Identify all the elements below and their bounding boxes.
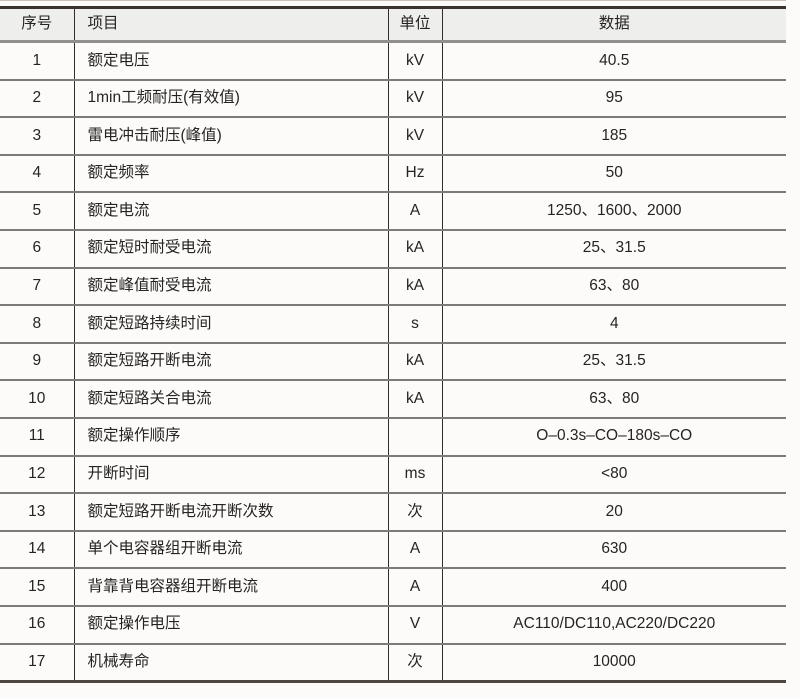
- row-item-cell: 背靠背电容器组开断电流: [74, 568, 389, 607]
- table-row: 4 额定频率 Hz 50: [0, 154, 786, 194]
- row-index-cell: 14: [0, 530, 75, 570]
- row-index-cell: 15: [0, 568, 75, 607]
- table-row: 3 雷电冲击耐压(峰值) kV 185: [0, 117, 786, 156]
- table-row: 12 开断时间 ms <80: [0, 455, 786, 495]
- header-unit: 单位: [388, 6, 443, 43]
- row-index-cell: 16: [0, 605, 75, 645]
- table-row: 7 额定峰值耐受电流 kA 63、80: [0, 267, 786, 307]
- row-item-cell: 单个电容器组开断电流: [74, 530, 389, 570]
- row-index-cell: 5: [0, 192, 75, 231]
- row-item-cell: 额定频率: [74, 154, 389, 194]
- table-row: 17 机械寿命 次 10000: [0, 643, 786, 684]
- row-unit-cell: kA: [388, 380, 443, 419]
- row-item-cell: 开断时间: [74, 455, 389, 495]
- row-index-cell: 4: [0, 154, 75, 194]
- row-index-cell: 12: [0, 455, 75, 495]
- table-body: 1 额定电压 kV 40.5 2 1min工频耐压(有效值) kV 95 3 雷…: [0, 41, 786, 684]
- row-unit-cell: 次: [388, 493, 443, 532]
- row-data-cell: 630: [442, 530, 786, 570]
- header-data: 数据: [442, 6, 786, 43]
- table-row: 13 额定短路开断电流开断次数 次 20: [0, 493, 786, 532]
- row-index-cell: 11: [0, 417, 75, 457]
- row-item-cell: 额定短路开断电流: [74, 342, 389, 382]
- row-index-cell: 10: [0, 380, 75, 419]
- row-unit-cell: kA: [388, 342, 443, 382]
- row-index-cell: 9: [0, 342, 75, 382]
- row-data-cell: 1250、1600、2000: [442, 192, 786, 231]
- row-index-cell: 2: [0, 79, 75, 119]
- spec-table: 序号 项目 单位 数据 1 额定电压 kV 40.5 2 1min工频耐压(有效…: [0, 6, 786, 684]
- row-unit-cell: kV: [388, 41, 443, 81]
- row-index-cell: 3: [0, 117, 75, 156]
- table-row: 14 单个电容器组开断电流 A 630: [0, 530, 786, 570]
- table-header: 序号 项目 单位 数据: [0, 6, 786, 43]
- row-item-cell: 额定电压: [74, 41, 389, 81]
- table-row: 1 额定电压 kV 40.5: [0, 41, 786, 81]
- row-unit-cell: A: [388, 530, 443, 570]
- row-unit-cell: 次: [388, 643, 443, 684]
- row-index-cell: 7: [0, 267, 75, 307]
- row-index-cell: 17: [0, 643, 75, 684]
- header-item: 项目: [74, 6, 389, 43]
- table-row: 6 额定短时耐受电流 kA 25、31.5: [0, 229, 786, 269]
- row-item-cell: 额定峰值耐受电流: [74, 267, 389, 307]
- row-data-cell: 40.5: [442, 41, 786, 81]
- row-item-cell: 额定短时耐受电流: [74, 229, 389, 269]
- row-item-cell: 额定操作电压: [74, 605, 389, 645]
- row-data-cell: 4: [442, 305, 786, 344]
- row-item-cell: 雷电冲击耐压(峰值): [74, 117, 389, 156]
- row-unit-cell: ms: [388, 455, 443, 495]
- row-item-cell: 机械寿命: [74, 643, 389, 684]
- row-data-cell: 63、80: [442, 380, 786, 419]
- row-index-cell: 6: [0, 229, 75, 269]
- header-row: 序号 项目 单位 数据: [0, 6, 786, 43]
- row-unit-cell: kA: [388, 267, 443, 307]
- row-data-cell: 25、31.5: [442, 229, 786, 269]
- page-top-hairline: [0, 0, 786, 1]
- row-index-cell: 8: [0, 305, 75, 344]
- row-item-cell: 额定操作顺序: [74, 417, 389, 457]
- row-unit-cell: kV: [388, 79, 443, 119]
- row-item-cell: 额定短路持续时间: [74, 305, 389, 344]
- table-row: 8 额定短路持续时间 s 4: [0, 305, 786, 344]
- row-item-cell: 额定短路关合电流: [74, 380, 389, 419]
- row-data-cell: <80: [442, 455, 786, 495]
- table-row: 15 背靠背电容器组开断电流 A 400: [0, 568, 786, 607]
- row-data-cell: 63、80: [442, 267, 786, 307]
- table-row: 11 额定操作顺序 O–0.3s–CO–180s–CO: [0, 417, 786, 457]
- table-row: 9 额定短路开断电流 kA 25、31.5: [0, 342, 786, 382]
- table-row: 16 额定操作电压 V AC110/DC110,AC220/DC220: [0, 605, 786, 645]
- table-row: 5 额定电流 A 1250、1600、2000: [0, 192, 786, 231]
- row-data-cell: AC110/DC110,AC220/DC220: [442, 605, 786, 645]
- row-unit-cell: A: [388, 568, 443, 607]
- row-data-cell: 25、31.5: [442, 342, 786, 382]
- row-unit-cell: kV: [388, 117, 443, 156]
- row-unit-cell: kA: [388, 229, 443, 269]
- row-unit-cell: s: [388, 305, 443, 344]
- table-row: 10 额定短路关合电流 kA 63、80: [0, 380, 786, 419]
- row-item-cell: 额定电流: [74, 192, 389, 231]
- row-item-cell: 1min工频耐压(有效值): [74, 79, 389, 119]
- row-unit-cell: A: [388, 192, 443, 231]
- row-unit-cell: V: [388, 605, 443, 645]
- row-unit-cell: [388, 417, 443, 457]
- table-row: 2 1min工频耐压(有效值) kV 95: [0, 79, 786, 119]
- row-data-cell: O–0.3s–CO–180s–CO: [442, 417, 786, 457]
- row-index-cell: 13: [0, 493, 75, 532]
- row-data-cell: 400: [442, 568, 786, 607]
- row-unit-cell: Hz: [388, 154, 443, 194]
- row-data-cell: 185: [442, 117, 786, 156]
- row-data-cell: 95: [442, 79, 786, 119]
- row-data-cell: 50: [442, 154, 786, 194]
- row-data-cell: 10000: [442, 643, 786, 684]
- header-index: 序号: [0, 6, 75, 43]
- row-item-cell: 额定短路开断电流开断次数: [74, 493, 389, 532]
- row-data-cell: 20: [442, 493, 786, 532]
- row-index-cell: 1: [0, 41, 75, 81]
